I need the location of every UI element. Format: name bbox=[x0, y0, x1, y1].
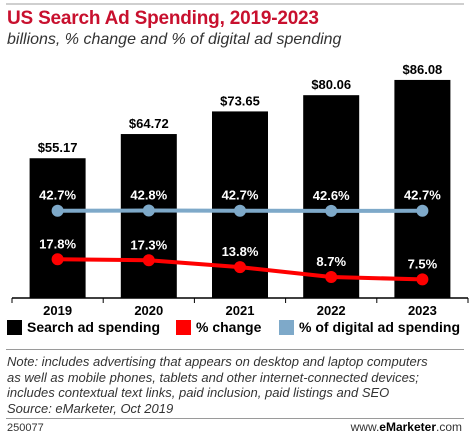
note-line: includes contextual text links, paid inc… bbox=[7, 385, 390, 400]
chart-id: 250077 bbox=[7, 422, 44, 434]
bar-value-label: $80.06 bbox=[311, 77, 351, 92]
series-point bbox=[234, 204, 246, 217]
series-value-label: 42.7% bbox=[39, 188, 76, 203]
x-tick-label: 2020 bbox=[134, 303, 163, 318]
legend-swatch-bars bbox=[7, 319, 22, 335]
series-value-label: 7.5% bbox=[408, 256, 438, 271]
bar-value-label: $73.65 bbox=[220, 93, 260, 108]
series-point bbox=[51, 204, 64, 217]
bar-value-label: $64.72 bbox=[129, 116, 169, 131]
note-source: Source: eMarketer, Oct 2019 bbox=[7, 400, 174, 416]
brand-link[interactable]: www.eMarketer.com bbox=[351, 420, 462, 434]
series-value-label: 42.7% bbox=[222, 188, 259, 203]
series-point bbox=[142, 254, 155, 267]
series-value-label: 13.8% bbox=[222, 244, 259, 259]
legend-swatch-change bbox=[176, 319, 191, 335]
legend-label: Search ad spending bbox=[27, 319, 161, 335]
legend-label: % change bbox=[196, 319, 262, 335]
series-value-label: 8.7% bbox=[316, 254, 346, 269]
series-point bbox=[325, 204, 338, 217]
legend-item-percent-digital: % of digital ad spending bbox=[279, 319, 460, 335]
bar bbox=[394, 79, 451, 298]
series-value-label: 42.8% bbox=[130, 188, 167, 203]
bar-value-label: $55.17 bbox=[38, 140, 78, 155]
series-point bbox=[234, 261, 246, 274]
brand-suffix: .com bbox=[435, 420, 462, 434]
series-point bbox=[142, 204, 155, 217]
series-value-label: 42.6% bbox=[313, 188, 350, 203]
brand-prefix: www. bbox=[350, 420, 380, 434]
chart-plot: $55.17 $64.72 $73.65 $80.06 $86.08 2019 2020 20… bbox=[11, 62, 469, 318]
series-point bbox=[325, 271, 338, 284]
footer-rule bbox=[6, 418, 464, 419]
series-point bbox=[416, 273, 429, 286]
series-value-label: 17.3% bbox=[130, 237, 167, 252]
chart-subtitle: billions, % change and % of digital ad s… bbox=[7, 31, 342, 48]
x-tick-label: 2022 bbox=[317, 303, 346, 318]
x-tick-label: 2021 bbox=[226, 303, 255, 318]
bar bbox=[303, 95, 360, 298]
legend-swatch-share bbox=[279, 319, 294, 335]
bar-value-label: $86.08 bbox=[403, 62, 443, 77]
chart-note: Note: includes advertising that appears … bbox=[7, 354, 467, 416]
note-divider bbox=[6, 349, 464, 350]
series-point bbox=[416, 204, 429, 217]
note-line: Note: includes advertising that appears … bbox=[7, 354, 428, 369]
chart-title: US Search Ad Spending, 2019-2023 bbox=[7, 8, 319, 29]
legend-item-percent-change: % change bbox=[176, 319, 261, 335]
bar bbox=[29, 158, 86, 298]
legend-label: % of digital ad spending bbox=[299, 319, 460, 335]
note-line: as well as mobile phones, tablets and ot… bbox=[7, 369, 419, 385]
x-tick-label: 2023 bbox=[408, 303, 437, 318]
brand-name: eMarketer bbox=[379, 420, 436, 434]
series-value-label: 17.8% bbox=[39, 236, 76, 251]
legend-item-search-ad-spending: Search ad spending bbox=[7, 319, 160, 335]
top-rule bbox=[6, 3, 464, 5]
x-tick-label: 2019 bbox=[43, 303, 72, 318]
series-value-label: 42.7% bbox=[404, 188, 441, 203]
series-point bbox=[51, 253, 64, 266]
legend: Search ad spending % change % of digital… bbox=[0, 319, 470, 343]
